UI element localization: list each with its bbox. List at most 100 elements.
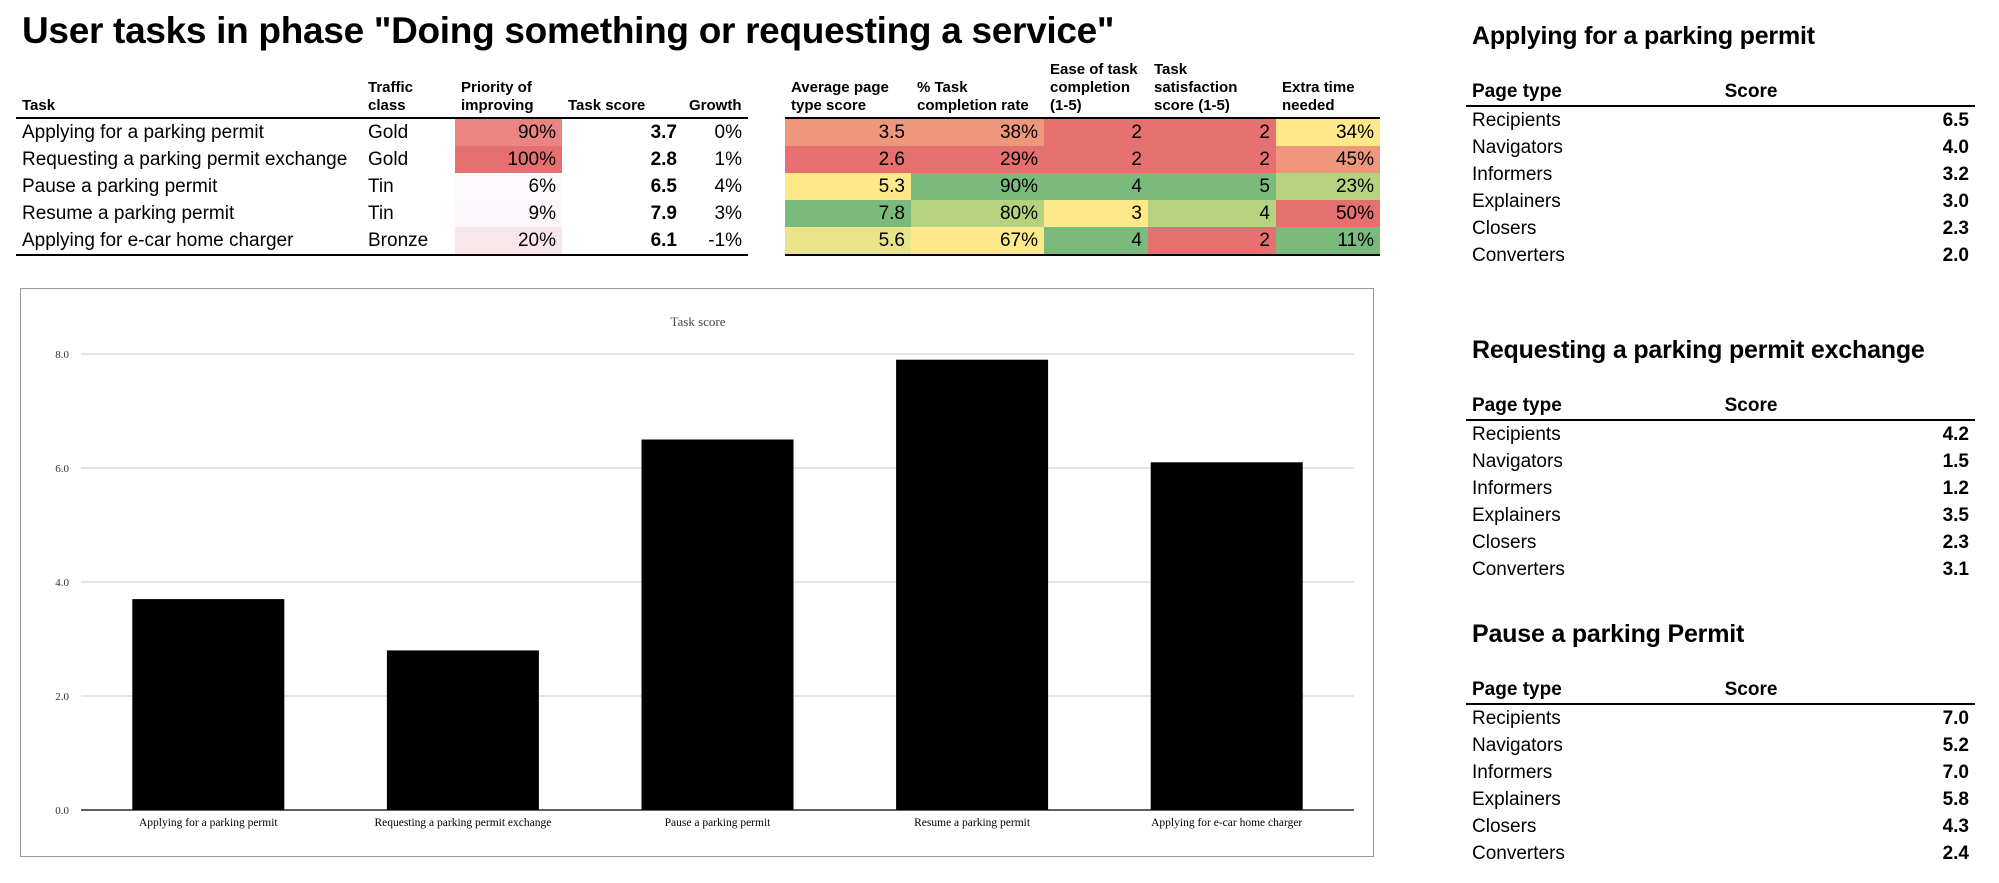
y-tick-label: 8.0: [55, 349, 69, 361]
score: 3.1: [1942, 558, 1969, 580]
task-score: 6.5: [650, 175, 677, 197]
score: 3.2: [1942, 163, 1969, 185]
page-type: Recipients: [1472, 423, 1561, 445]
score: 5.8: [1942, 788, 1969, 810]
avg-page-type-score: 3.5: [785, 118, 911, 146]
header-task-score: Task score: [562, 54, 683, 119]
extra-time: 11%: [1276, 227, 1380, 256]
table-row: Applying for a parking permit Gold 90% 3…: [16, 118, 748, 146]
page-type: Converters: [1472, 244, 1565, 266]
task-table: Task Traffic class Priority of improving…: [16, 54, 748, 256]
avg-page-type-score: 5.3: [785, 173, 911, 200]
table-row: Pause a parking permit Tin 6% 6.5 4%: [16, 173, 748, 200]
growth: 4%: [714, 175, 742, 197]
breakdown-title: Requesting a parking permit exchange: [1472, 336, 1925, 364]
table-row: Navigators 1.5: [1466, 448, 1975, 475]
score: 7.0: [1942, 707, 1969, 729]
page-type: Explainers: [1472, 504, 1561, 526]
y-tick-label: 2.0: [55, 691, 69, 703]
table-row: Closers 4.3: [1466, 813, 1975, 840]
header-growth: Growth: [683, 54, 748, 119]
avg-page-type-score: 2.6: [785, 146, 911, 173]
score: 4.3: [1942, 815, 1969, 837]
chart-bar: [896, 359, 1049, 810]
breakdown-panel-3: Pause a parking Permit Page type Score R…: [1466, 620, 1975, 867]
x-tick-label: Pause a parking permit: [665, 817, 772, 829]
chart-y-axis: 0.0 2.0 4.0 6.0 8.0: [55, 349, 69, 817]
score: 2.3: [1942, 531, 1969, 553]
task-score: 3.7: [650, 121, 677, 143]
header-task: Task: [16, 54, 362, 119]
page-type: Navigators: [1472, 136, 1563, 158]
table-row: 3.5 38% 2 2 34%: [785, 118, 1380, 146]
traffic-class: Bronze: [362, 227, 455, 256]
priority-cell: 100%: [455, 146, 562, 173]
score: 4.2: [1942, 423, 1969, 445]
y-tick-label: 4.0: [55, 577, 69, 589]
score: 1.2: [1942, 477, 1969, 499]
extra-time: 50%: [1276, 200, 1380, 227]
growth: 3%: [714, 202, 742, 224]
task-name: Applying for a parking permit: [22, 121, 264, 143]
chart-title: Task score: [670, 314, 725, 329]
satisfaction-score: 2: [1148, 227, 1276, 256]
table-row: 7.8 80% 3 4 50%: [785, 200, 1380, 227]
header-priority: Priority of improving: [455, 54, 562, 119]
table-row: Explainers 3.5: [1466, 502, 1975, 529]
header-page-type: Page type: [1466, 679, 1666, 705]
task-name: Requesting a parking permit exchange: [22, 148, 348, 170]
task-score-chart: Task score 0.0 2.0 4.0 6.0 8.0 Applying for …: [20, 288, 1374, 857]
completion-rate: 90%: [911, 173, 1044, 200]
extra-time: 34%: [1276, 118, 1380, 146]
chart-bars: [132, 359, 1303, 810]
growth: -1%: [683, 227, 748, 256]
table-row: Recipients 6.5: [1466, 106, 1975, 134]
header-score: Score: [1666, 395, 1836, 421]
satisfaction-score: 5: [1148, 173, 1276, 200]
page-type: Informers: [1472, 163, 1553, 185]
table-row: Navigators 4.0: [1466, 134, 1975, 161]
extra-time: 45%: [1276, 146, 1380, 173]
x-tick-label: Applying for a parking permit: [139, 817, 278, 829]
task-score: 2.8: [650, 148, 677, 170]
page-type: Informers: [1472, 477, 1553, 499]
y-tick-label: 6.0: [55, 463, 69, 475]
table-row: 5.6 67% 4 2 11%: [785, 227, 1380, 256]
header-page-type: Page type: [1466, 81, 1666, 107]
table-row: Converters 2.0: [1466, 242, 1975, 269]
header-traffic-class: Traffic class: [362, 54, 455, 119]
avg-page-type-score: 7.8: [785, 200, 911, 227]
table-row: Closers 2.3: [1466, 215, 1975, 242]
page-type: Navigators: [1472, 734, 1563, 756]
chart-bar: [386, 650, 539, 810]
ease-score: 2: [1044, 146, 1148, 173]
priority-cell: 6%: [455, 173, 562, 200]
satisfaction-score: 2: [1148, 118, 1276, 146]
breakdown-table: Page type Score Recipients 7.0 Navigators…: [1466, 679, 1975, 867]
score: 6.5: [1942, 109, 1969, 131]
breakdown-panel-1: Applying for a parking permit Page type …: [1466, 22, 1975, 269]
header-page-type: Page type: [1466, 395, 1666, 421]
satisfaction-score: 4: [1148, 200, 1276, 227]
page-type: Explainers: [1472, 190, 1561, 212]
y-tick-label: 0.0: [55, 805, 69, 817]
score: 4.0: [1942, 136, 1969, 158]
completion-rate: 67%: [911, 227, 1044, 256]
table-row: Informers 1.2: [1466, 475, 1975, 502]
header-avg-page-type-score: Average page type score: [785, 54, 911, 119]
ease-score: 2: [1044, 118, 1148, 146]
extra-time: 23%: [1276, 173, 1380, 200]
header-extra-time: Extra time needed: [1276, 54, 1380, 119]
metric-table: Average page type score % Task completio…: [785, 54, 1380, 256]
table-row: Requesting a parking permit exchange Gol…: [16, 146, 748, 173]
x-tick-label: Resume a parking permit: [914, 817, 1031, 829]
task-name: Pause a parking permit: [22, 175, 218, 197]
score: 3.5: [1942, 504, 1969, 526]
breakdown-table: Page type Score Recipients 6.5 Navigators…: [1466, 81, 1975, 269]
breakdown-panel-2: Requesting a parking permit exchange Pag…: [1466, 336, 1975, 583]
table-row: Explainers 5.8: [1466, 786, 1975, 813]
page-title: User tasks in phase "Doing something or …: [22, 10, 1115, 51]
growth: 1%: [714, 148, 742, 170]
header-satisfaction: Task satisfaction score (1-5): [1148, 54, 1276, 119]
priority-cell: 9%: [455, 200, 562, 227]
